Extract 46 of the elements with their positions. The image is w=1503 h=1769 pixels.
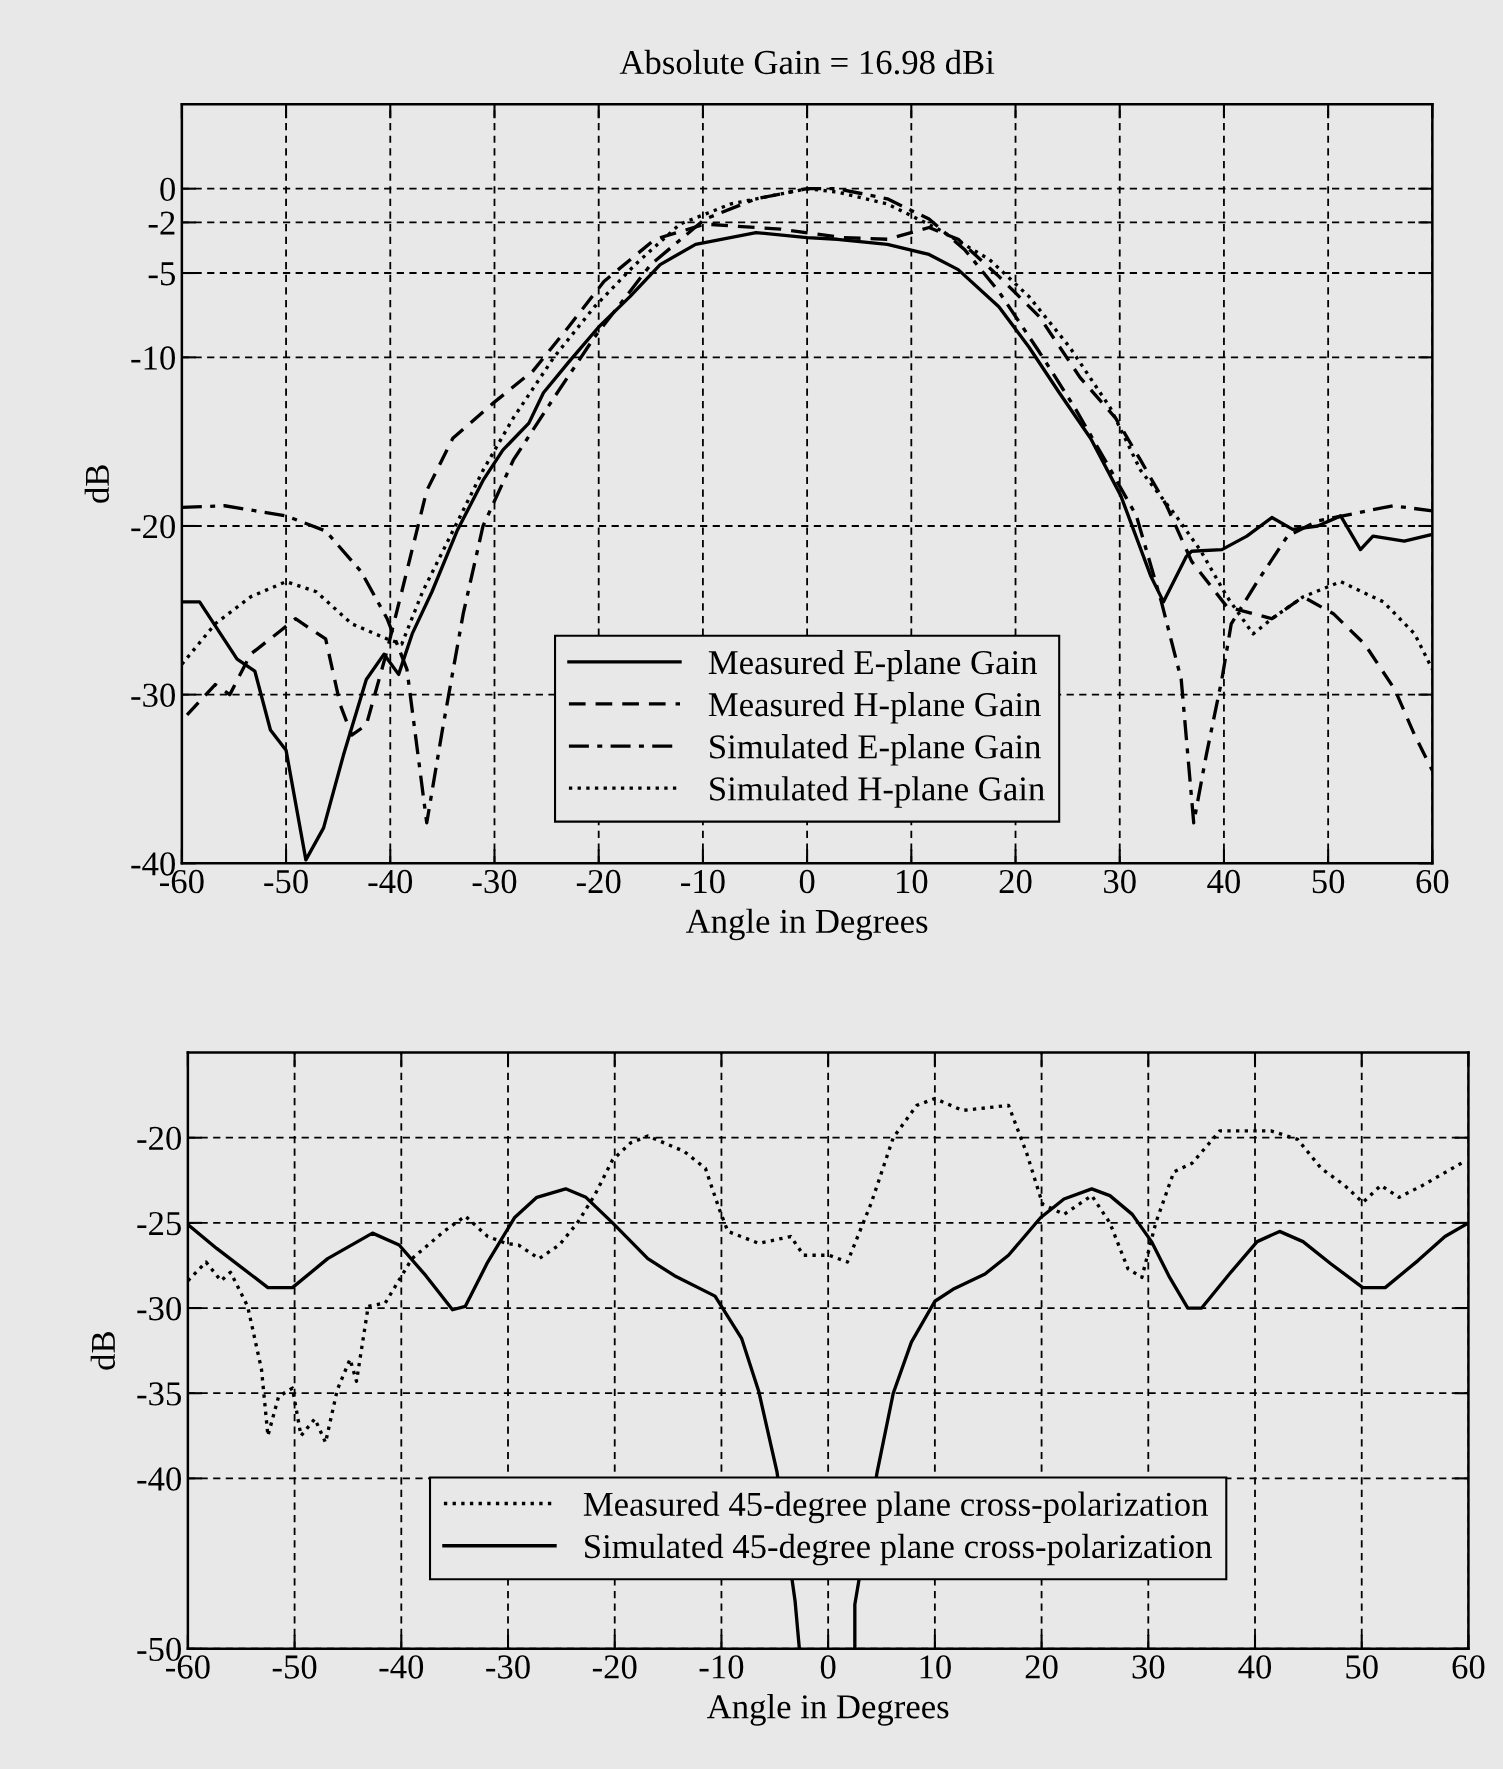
y-axis-title: dB (84, 465, 110, 503)
x-tick-label: 20 (999, 869, 1032, 894)
y-tick-label: -35 (137, 1382, 181, 1406)
x-tick-label: 30 (1104, 869, 1136, 894)
x-tick-label: -30 (472, 869, 517, 894)
x-tick-label: -10 (681, 869, 725, 894)
legend-label: Simulated 45-degree plane cross-polarization (585, 1533, 1212, 1566)
y-tick-label: -10 (131, 346, 175, 370)
x-tick-label: -40 (368, 869, 413, 894)
chart-title: Absolute Gain = 16.98 dBi (619, 49, 995, 75)
x-tick-label: 50 (1312, 869, 1345, 894)
x-tick-label: -30 (486, 1655, 530, 1679)
x-tick-label: 50 (1346, 1655, 1378, 1679)
x-tick-label: 0 (799, 869, 815, 894)
x-tick-label: 0 (820, 1655, 836, 1679)
y-tick-label: -2 (148, 211, 175, 235)
x-tick-label: 10 (897, 869, 928, 894)
y-tick-label: -30 (131, 683, 175, 708)
legend-label: Simulated H-plane Gain (710, 776, 1045, 808)
y-tick-label: -20 (137, 1126, 181, 1151)
y-tick-label: -20 (131, 514, 175, 539)
x-tick-label: -20 (592, 1655, 637, 1679)
y-tick-label: -30 (137, 1297, 181, 1321)
x-axis-title: Angle in Degrees (707, 1694, 949, 1726)
x-tick-label: 60 (1452, 1655, 1485, 1679)
x-tick-label: -50 (264, 869, 308, 894)
legend-label: Measured H-plane Gain (708, 691, 1041, 724)
legend-label: Simulated E-plane Gain (710, 734, 1041, 766)
legend-label: Measured 45-degree plane cross-polarization (583, 1491, 1208, 1524)
x-tick-label: -40 (379, 1655, 424, 1679)
x-tick-label: -10 (699, 1655, 744, 1679)
x-tick-label: 10 (920, 1655, 951, 1679)
y-tick-label: -40 (137, 1467, 181, 1491)
x-axis-title: Angle in Degrees (685, 908, 928, 941)
x-tick-label: -20 (576, 869, 621, 894)
legend-label: Measured E-plane Gain (708, 649, 1038, 682)
y-axis-title: dB (90, 1332, 116, 1370)
x-tick-label: 20 (1025, 1655, 1058, 1679)
y-tick-label: -25 (137, 1211, 181, 1236)
x-tick-label: 30 (1132, 1655, 1165, 1679)
y-tick-label: 0 (160, 177, 175, 202)
x-tick-label: -50 (272, 1655, 317, 1679)
y-tick-label: -5 (148, 262, 175, 286)
x-tick-label: 40 (1207, 869, 1240, 894)
x-tick-label: 40 (1238, 1655, 1272, 1679)
x-tick-label: 60 (1416, 869, 1449, 894)
